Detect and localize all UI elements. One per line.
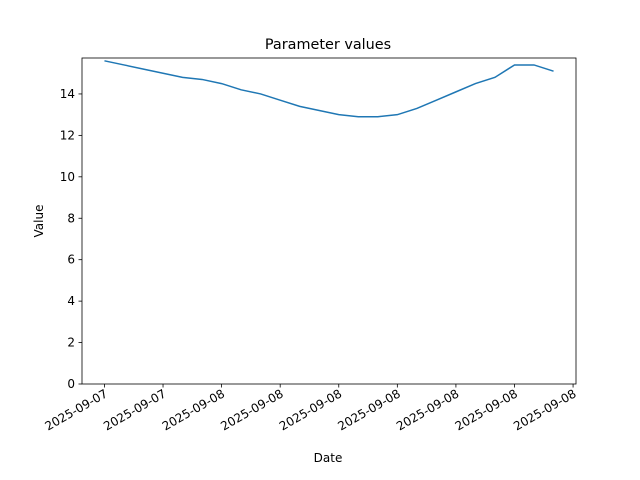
line-series (104, 60, 554, 118)
x-axis-label: Date (314, 451, 343, 465)
y-tick-label: 6 (67, 253, 75, 267)
chart-title: Parameter values (265, 37, 391, 53)
plot-frame (81, 57, 577, 385)
y-tick-label: 8 (67, 211, 75, 225)
y-tick-label: 2 (67, 336, 75, 350)
y-tick-label: 12 (60, 128, 75, 142)
y-tick-label: 0 (67, 377, 75, 391)
y-axis-label: Value (32, 205, 46, 238)
y-tick-label: 10 (60, 170, 75, 184)
y-tick-label: 14 (60, 87, 75, 101)
y-tick-label: 4 (67, 294, 75, 308)
